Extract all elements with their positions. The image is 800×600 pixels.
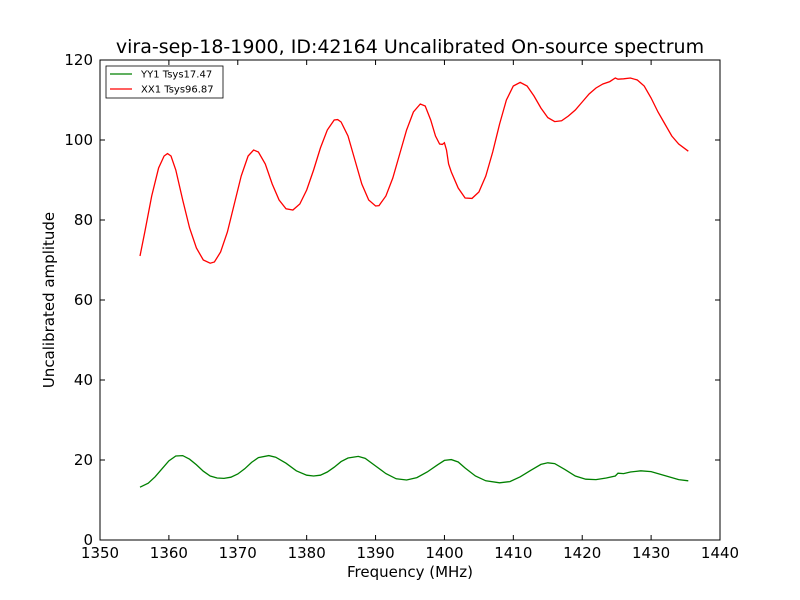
x-tick-label-8: 1430 — [632, 544, 670, 562]
legend-box — [105, 65, 224, 99]
y-axis-title: Uncalibrated amplitude — [40, 212, 58, 388]
x-tick-label-1: 1360 — [150, 544, 188, 562]
x-tick-label-2: 1370 — [219, 544, 257, 562]
x-tick-label-4: 1390 — [356, 544, 394, 562]
legend: YY1 Tsys17.47 XX1 Tsys96.87 — [105, 65, 224, 99]
legend-label-1: YY1 Tsys17.47 — [140, 70, 212, 81]
series-line-1 — [139, 454, 689, 488]
x-tick-label-9: 1440 — [701, 544, 739, 562]
legend-label-2: XX1 Tsys96.87 — [141, 85, 214, 96]
y-tick-label-3: 60 — [74, 291, 93, 309]
series-line-2 — [139, 77, 689, 264]
x-tick-label-0: 1350 — [81, 544, 119, 562]
y-tick-label-2: 40 — [74, 371, 93, 389]
y-tick-label-5: 100 — [64, 131, 93, 149]
y-tick-label-0: 0 — [83, 531, 93, 549]
y-tick-label-4: 80 — [74, 211, 93, 229]
chart-title: vira-sep-18-1900, ID:42164 Uncalibrated … — [116, 36, 704, 58]
x-tick-label-5: 1400 — [425, 544, 463, 562]
x-tick-label-6: 1410 — [494, 544, 532, 562]
x-tick-label-3: 1380 — [288, 544, 326, 562]
y-tick-label-6: 120 — [64, 51, 93, 69]
x-tick-label-7: 1420 — [563, 544, 601, 562]
x-axis-title: Frequency (MHz) — [347, 563, 473, 581]
y-tick-label-1: 20 — [74, 451, 93, 469]
